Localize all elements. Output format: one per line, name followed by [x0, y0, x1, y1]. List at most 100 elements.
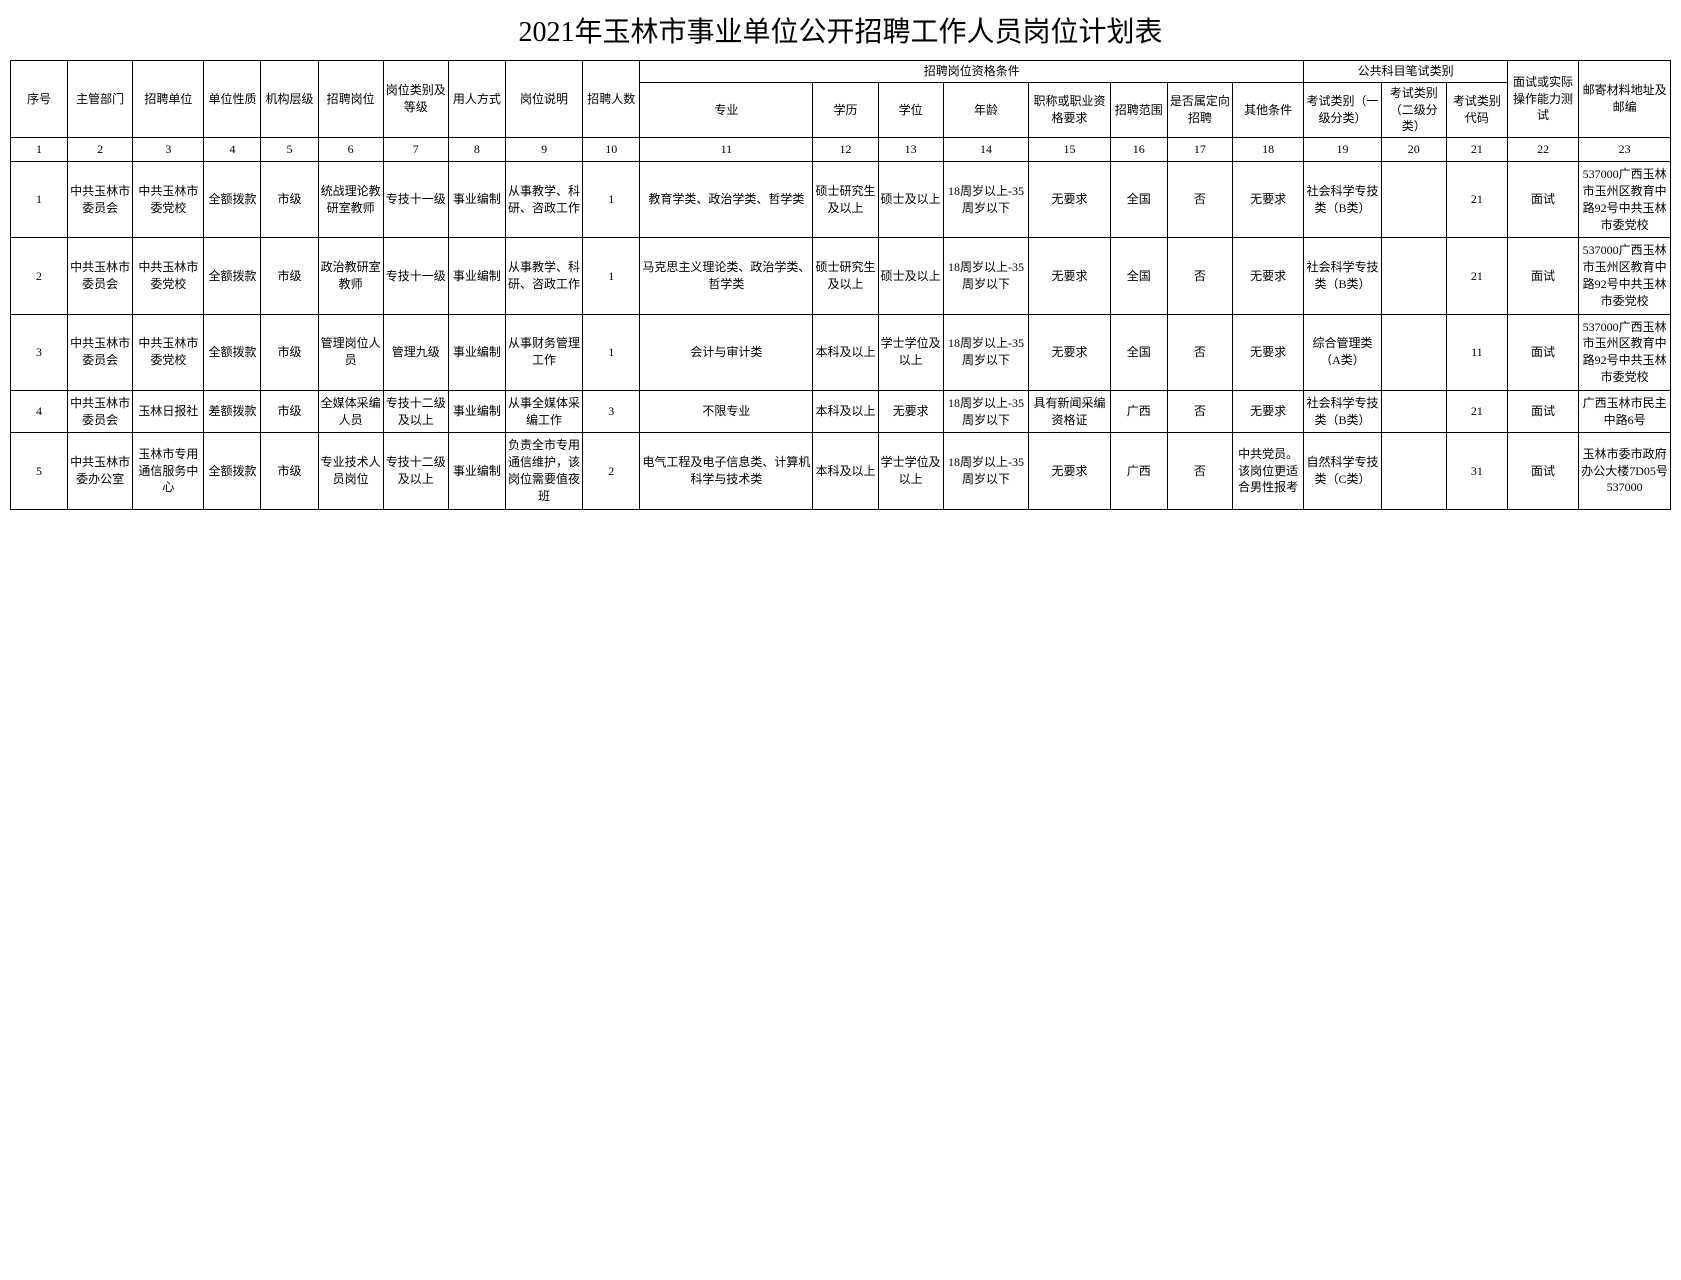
header-count: 招聘人数 [583, 61, 640, 138]
cell: 广西玉林市民主中路6号 [1579, 390, 1671, 433]
cell: 事业编制 [448, 390, 505, 433]
col-num: 16 [1110, 138, 1167, 162]
cell: 4 [11, 390, 68, 433]
cell: 面试 [1507, 162, 1578, 238]
col-num: 3 [133, 138, 204, 162]
cell: 1 [583, 238, 640, 314]
col-num: 10 [583, 138, 640, 162]
cell: 硕士研究生及以上 [813, 162, 878, 238]
header-dept: 主管部门 [68, 61, 133, 138]
col-num: 5 [261, 138, 318, 162]
cell [1381, 314, 1446, 390]
cell: 否 [1167, 433, 1232, 509]
cell: 市级 [261, 390, 318, 433]
cell: 537000广西玉林市玉州区教育中路92号中共玉林市委党校 [1579, 238, 1671, 314]
cell: 否 [1167, 390, 1232, 433]
header-group-qualification: 招聘岗位资格条件 [640, 61, 1304, 83]
header-other: 其他条件 [1232, 82, 1303, 137]
cell: 本科及以上 [813, 314, 878, 390]
cell: 3 [583, 390, 640, 433]
col-num: 4 [204, 138, 261, 162]
cell: 广西 [1110, 390, 1167, 433]
cell: 玉林市委市政府办公大楼7D05号537000 [1579, 433, 1671, 509]
cell: 事业编制 [448, 162, 505, 238]
cell: 全额拨款 [204, 314, 261, 390]
cell: 硕士研究生及以上 [813, 238, 878, 314]
page-title: 2021年玉林市事业单位公开招聘工作人员岗位计划表 [10, 10, 1671, 50]
cell: 21 [1446, 238, 1507, 314]
cell: 统战理论教研室教师 [318, 162, 383, 238]
cell: 本科及以上 [813, 433, 878, 509]
cell: 政治教研室教师 [318, 238, 383, 314]
cell: 中共玉林市委党校 [133, 238, 204, 314]
col-num: 15 [1029, 138, 1110, 162]
header-exam-code: 考试类别代码 [1446, 82, 1507, 137]
cell: 市级 [261, 238, 318, 314]
header-title-req: 职称或职业资格要求 [1029, 82, 1110, 137]
col-num: 14 [943, 138, 1029, 162]
table-row: 5中共玉林市委办公室玉林市专用通信服务中心全额拨款市级专业技术人员岗位专技十二级… [11, 433, 1671, 509]
cell: 18周岁以上-35周岁以下 [943, 162, 1029, 238]
cell: 事业编制 [448, 433, 505, 509]
col-num: 19 [1304, 138, 1381, 162]
cell: 从事财务管理工作 [505, 314, 582, 390]
table-row: 4中共玉林市委员会玉林日报社差额拨款市级全媒体采编人员专技十二级及以上事业编制从… [11, 390, 1671, 433]
cell: 18周岁以上-35周岁以下 [943, 390, 1029, 433]
col-num: 9 [505, 138, 582, 162]
cell: 市级 [261, 433, 318, 509]
header-nature: 单位性质 [204, 61, 261, 138]
cell: 18周岁以上-35周岁以下 [943, 238, 1029, 314]
cell: 自然科学专技类（C类） [1304, 433, 1381, 509]
cell: 全额拨款 [204, 238, 261, 314]
cell: 中共玉林市委党校 [133, 314, 204, 390]
cell: 专业技术人员岗位 [318, 433, 383, 509]
cell: 全国 [1110, 314, 1167, 390]
cell [1381, 390, 1446, 433]
cell: 无要求 [1232, 390, 1303, 433]
cell: 专技十一级 [383, 162, 448, 238]
cell: 玉林日报社 [133, 390, 204, 433]
cell: 社会科学专技类（B类） [1304, 162, 1381, 238]
header-desc: 岗位说明 [505, 61, 582, 138]
cell: 市级 [261, 314, 318, 390]
cell: 面试 [1507, 314, 1578, 390]
cell [1381, 238, 1446, 314]
header-position: 招聘岗位 [318, 61, 383, 138]
cell: 管理九级 [383, 314, 448, 390]
cell: 专技十二级及以上 [383, 390, 448, 433]
cell: 全国 [1110, 162, 1167, 238]
header-grade: 岗位类别及等级 [383, 61, 448, 138]
header-targeted: 是否属定向招聘 [1167, 82, 1232, 137]
cell: 硕士及以上 [878, 162, 943, 238]
column-numbers-row: 1 2 3 4 5 6 7 8 9 10 11 12 13 14 15 16 1… [11, 138, 1671, 162]
header-interview: 面试或实际操作能力测试 [1507, 61, 1578, 138]
cell: 无要求 [1029, 238, 1110, 314]
header-degree: 学位 [878, 82, 943, 137]
cell: 无要求 [1029, 162, 1110, 238]
cell: 事业编制 [448, 238, 505, 314]
cell: 面试 [1507, 390, 1578, 433]
cell: 无要求 [1232, 238, 1303, 314]
cell: 中共玉林市委员会 [68, 314, 133, 390]
cell: 学士学位及以上 [878, 314, 943, 390]
cell: 中共玉林市委员会 [68, 162, 133, 238]
cell: 否 [1167, 238, 1232, 314]
cell: 会计与审计类 [640, 314, 813, 390]
cell: 全额拨款 [204, 162, 261, 238]
cell: 18周岁以上-35周岁以下 [943, 433, 1029, 509]
cell [1381, 162, 1446, 238]
cell: 无要求 [878, 390, 943, 433]
cell: 21 [1446, 162, 1507, 238]
cell: 21 [1446, 390, 1507, 433]
header-age: 年龄 [943, 82, 1029, 137]
cell: 从事全媒体采编工作 [505, 390, 582, 433]
cell: 无要求 [1029, 433, 1110, 509]
col-num: 11 [640, 138, 813, 162]
col-num: 2 [68, 138, 133, 162]
cell: 从事教学、科研、咨政工作 [505, 238, 582, 314]
cell: 18周岁以上-35周岁以下 [943, 314, 1029, 390]
cell: 无要求 [1232, 162, 1303, 238]
col-num: 1 [11, 138, 68, 162]
cell: 学士学位及以上 [878, 433, 943, 509]
col-num: 21 [1446, 138, 1507, 162]
